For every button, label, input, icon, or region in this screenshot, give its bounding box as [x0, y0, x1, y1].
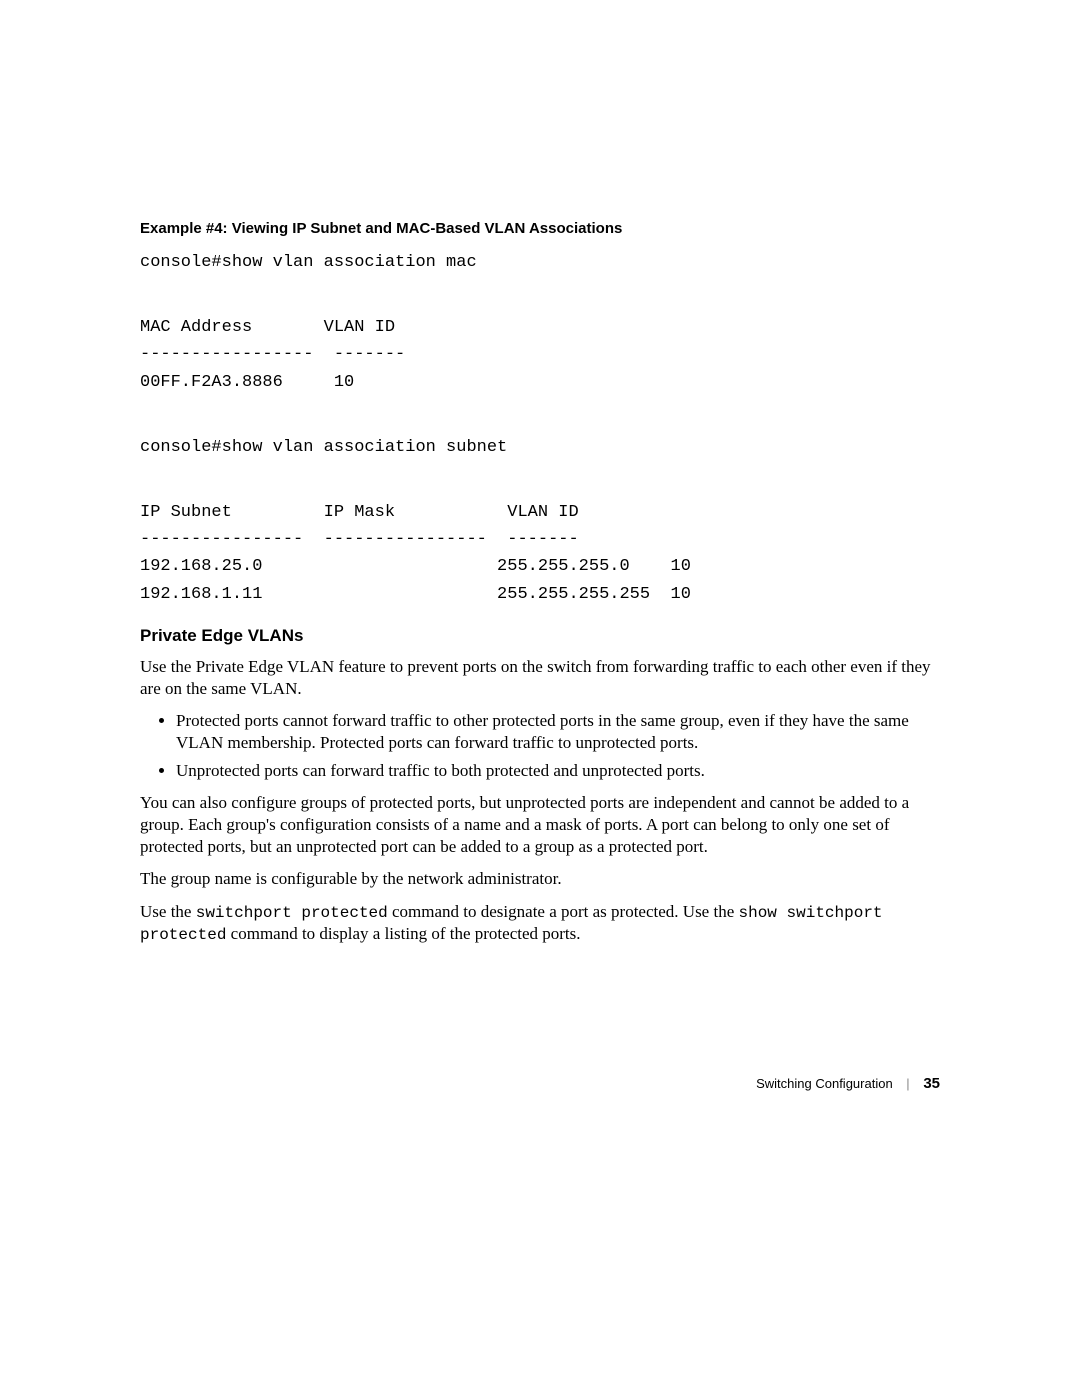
- footer-separator: |: [906, 1076, 909, 1091]
- footer-page-number: 35: [923, 1075, 940, 1092]
- console-cmd-mac: console#show vlan association mac: [140, 249, 940, 276]
- section-heading: Private Edge VLANs: [140, 626, 940, 646]
- spacer: [140, 416, 940, 434]
- subnet-table-row-2: 192.168.1.11 255.255.255.255 10: [140, 581, 940, 608]
- spacer: [140, 481, 940, 499]
- console-cmd-subnet: console#show vlan association subnet: [140, 434, 940, 461]
- bullet-list: Protected ports cannot forward traffic t…: [140, 710, 940, 782]
- mac-table-header: MAC Address VLAN ID: [140, 314, 940, 341]
- subnet-table-divider: ---------------- ---------------- ------…: [140, 526, 940, 553]
- content-area: Example #4: Viewing IP Subnet and MAC-Ba…: [140, 220, 940, 956]
- paragraph-name: The group name is configurable by the ne…: [140, 868, 940, 890]
- bullet-item-1: Protected ports cannot forward traffic t…: [176, 710, 940, 754]
- paragraph-commands: Use the switchport protected command to …: [140, 901, 940, 947]
- text-run: command to display a listing of the prot…: [226, 924, 580, 943]
- mac-table-divider: ----------------- -------: [140, 341, 940, 368]
- text-run: command to designate a port as protected…: [388, 902, 739, 921]
- spacer: [140, 296, 940, 314]
- paragraph-groups: You can also configure groups of protect…: [140, 792, 940, 858]
- mac-table-row: 00FF.F2A3.8886 10: [140, 369, 940, 396]
- bullet-item-2: Unprotected ports can forward traffic to…: [176, 760, 940, 782]
- subnet-table-row-1: 192.168.25.0 255.255.255.0 10: [140, 553, 940, 580]
- inline-command-switchport: switchport protected: [196, 904, 388, 922]
- example-heading: Example #4: Viewing IP Subnet and MAC-Ba…: [140, 220, 940, 237]
- subnet-table-header: IP Subnet IP Mask VLAN ID: [140, 499, 940, 526]
- page-footer: Switching Configuration | 35: [756, 1075, 940, 1092]
- paragraph-intro: Use the Private Edge VLAN feature to pre…: [140, 656, 940, 700]
- text-run: Use the: [140, 902, 196, 921]
- page: Example #4: Viewing IP Subnet and MAC-Ba…: [0, 0, 1080, 1397]
- footer-section: Switching Configuration: [756, 1076, 893, 1091]
